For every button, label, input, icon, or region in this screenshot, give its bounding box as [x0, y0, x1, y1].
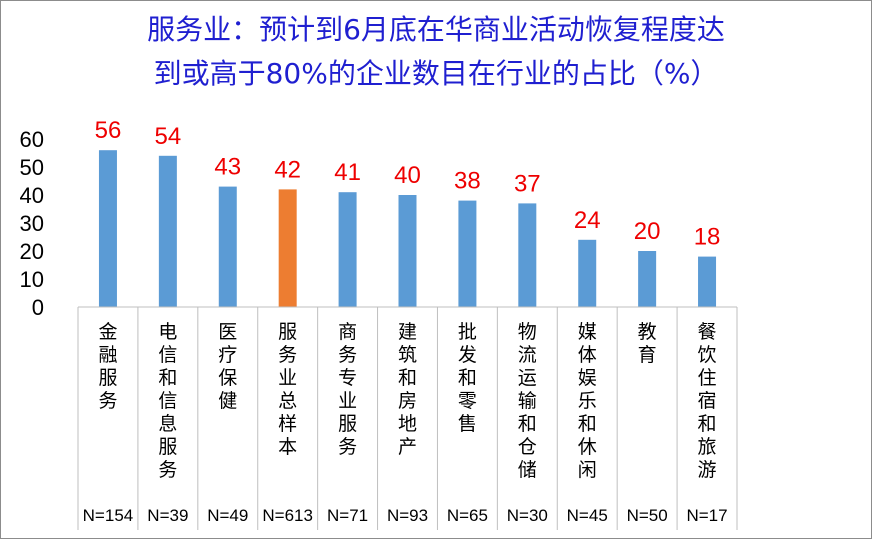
category-label-2: 医疗保健: [218, 321, 237, 412]
category-label-5: 建筑和房地产: [398, 321, 417, 458]
category-label-1: 电信和信息服务: [158, 321, 177, 481]
bar-4: [338, 192, 357, 307]
sample-size-label-10: N=17: [686, 506, 727, 525]
sample-size-label-4: N=71: [327, 506, 368, 525]
value-label-2: 43: [214, 154, 241, 181]
sample-size-label-0: N=154: [83, 506, 134, 525]
bar-1: [158, 155, 177, 307]
category-label-10: 餐饮住宿和旅游: [698, 321, 717, 481]
category-label-4: 商务专业服务: [338, 321, 357, 458]
value-label-8: 24: [574, 207, 601, 234]
sample-size-label-5: N=93: [387, 506, 428, 525]
y-tick-label-2: 20: [20, 239, 44, 264]
bar-8: [578, 239, 597, 307]
value-label-4: 41: [334, 159, 361, 186]
value-label-5: 40: [394, 162, 421, 189]
bar-10: [698, 256, 717, 307]
category-label-3: 服务业总样本: [278, 321, 297, 458]
chart-title-line-2: 到或高于80%的企业数目在行业的占比（%）: [153, 57, 719, 90]
value-label-6: 38: [454, 168, 481, 195]
y-tick-label-5: 50: [20, 155, 44, 180]
category-label-7: 物流运输和仓储: [518, 321, 537, 481]
y-tick-label-3: 30: [20, 211, 44, 236]
bar-3: [278, 189, 297, 307]
y-tick-label-1: 10: [20, 267, 44, 292]
category-label-6: 批发和零售: [458, 321, 477, 435]
sample-size-label-8: N=45: [567, 506, 608, 525]
bar-0: [98, 150, 117, 307]
sample-size-label-3: N=613: [262, 506, 313, 525]
sample-size-label-1: N=39: [147, 506, 188, 525]
chart-title-line-1: 服务业：预计到6月底在华商业活动恢复程度达: [147, 13, 725, 46]
bar-9: [638, 251, 657, 307]
chart-title: 服务业：预计到6月底在华商业活动恢复程度达 到或高于80%的企业数目在行业的占比…: [0, 8, 872, 96]
value-label-0: 56: [95, 117, 122, 144]
category-label-0: 金融服务: [98, 321, 117, 412]
sample-size-label-9: N=50: [627, 506, 668, 525]
value-label-1: 54: [155, 123, 182, 150]
bar-7: [518, 203, 537, 307]
bar-6: [458, 200, 477, 307]
y-tick-label-0: 0: [32, 295, 44, 320]
bar-5: [398, 195, 417, 307]
value-label-9: 20: [634, 218, 661, 245]
bar-2: [218, 186, 237, 307]
sample-size-label-7: N=30: [507, 506, 548, 525]
value-label-3: 42: [274, 156, 301, 183]
y-tick-label-4: 40: [20, 183, 44, 208]
value-label-7: 37: [514, 170, 541, 197]
value-label-10: 18: [694, 224, 721, 251]
sample-size-label-6: N=65: [447, 506, 488, 525]
category-label-9: 教育: [638, 321, 657, 366]
category-label-8: 媒体娱乐和休闲: [578, 321, 597, 481]
sample-size-label-2: N=49: [207, 506, 248, 525]
y-tick-label-6: 60: [20, 127, 44, 152]
